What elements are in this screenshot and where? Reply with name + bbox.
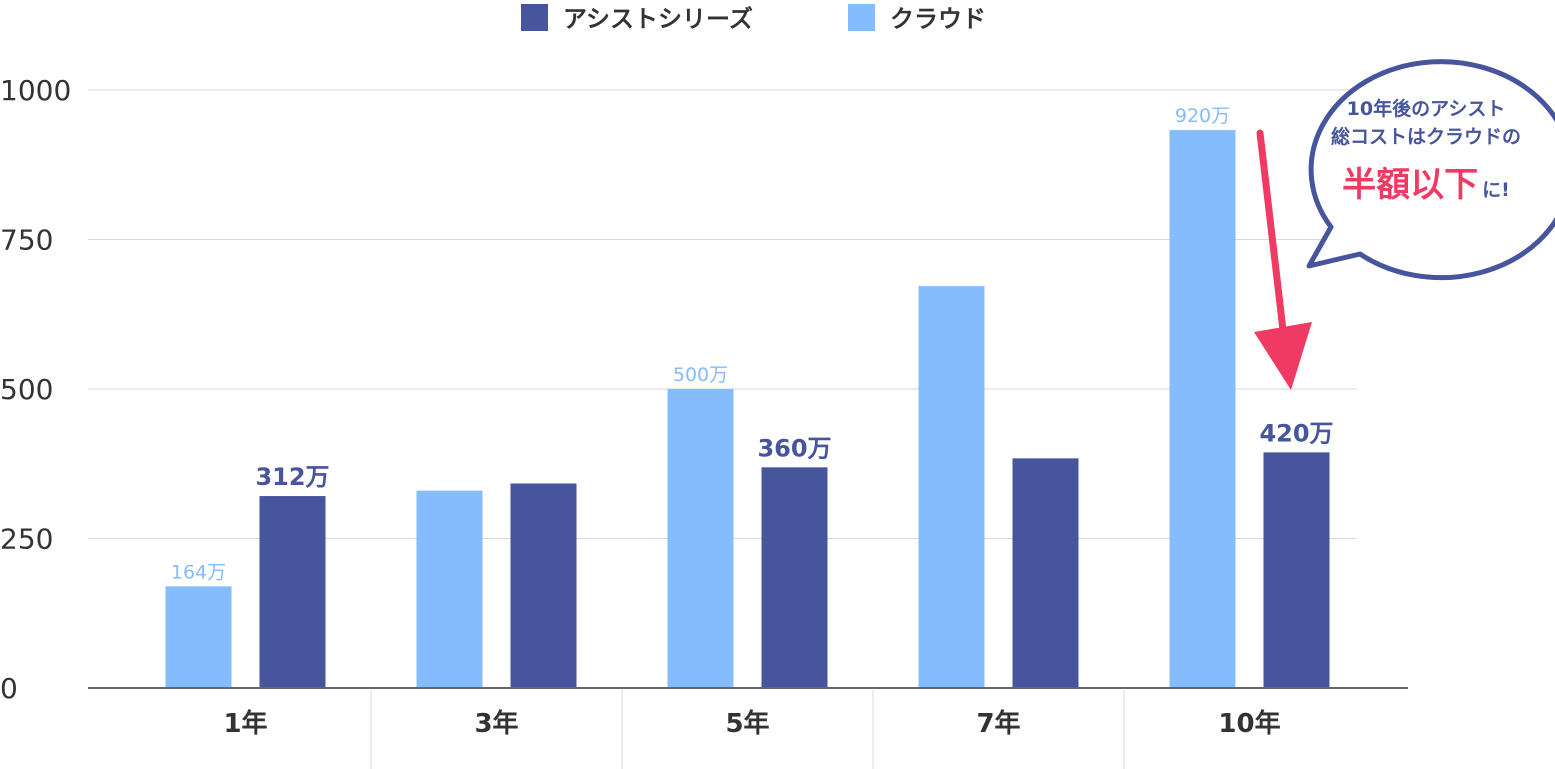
y-tick-label: 750 [0,224,53,257]
bar-assist [1012,458,1079,688]
data-label-assist: 312万 [255,463,329,491]
data-label-cloud: 164万 [171,561,226,583]
data-label-assist: 360万 [757,434,831,462]
x-tick-label: 10年 [1218,708,1280,739]
data-label-cloud: 500万 [673,364,728,386]
callout-suffix: に! [1482,179,1510,201]
x-tick-label: 1年 [223,708,267,739]
speech-bubble-icon [1306,59,1555,281]
x-tick-label: 3年 [474,708,518,739]
y-tick-label: 0 [0,672,18,705]
legend-swatch-assist [521,4,548,31]
callout-line-1: 10年後のアシスト [1347,97,1506,120]
bar-cloud [1169,130,1236,689]
bar-assist [510,483,577,688]
y-tick-label: 250 [0,523,53,556]
bar-cloud [165,586,232,688]
y-tick-label: 500 [0,373,53,406]
x-tick-label: 5年 [725,708,769,739]
data-label-assist: 420万 [1259,419,1333,447]
bar-assist [1263,452,1330,688]
legend-label-cloud: クラウド [890,5,986,33]
arrow-down-icon [1254,129,1312,390]
y-tick-label: 1000 [0,74,71,107]
legend-label-assist: アシストシリーズ [563,5,753,33]
bar-cloud [416,490,483,688]
bar-assist [761,467,828,688]
x-tick-label: 7年 [976,708,1020,739]
legend-swatch-cloud [848,4,875,31]
data-label-cloud: 920万 [1175,105,1230,127]
bar-cloud [667,389,734,688]
callout-emphasis: 半額以下 [1342,165,1478,205]
callout-line-3: 半額以下 に! [1342,165,1510,205]
bar-cloud [918,286,985,688]
callout-line-2: 総コストはクラウドの [1331,125,1521,148]
bar-assist [259,496,326,688]
